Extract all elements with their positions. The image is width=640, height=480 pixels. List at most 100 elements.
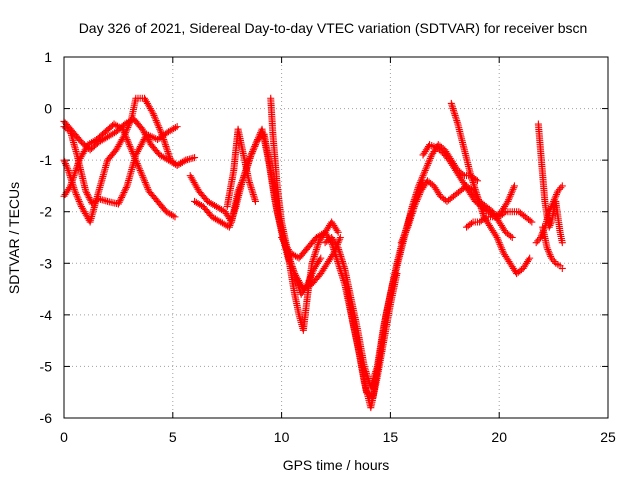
- data-point-marker: [537, 234, 545, 241]
- data-point-marker: [413, 197, 421, 205]
- data-point-marker: [122, 185, 130, 193]
- data-point-marker: [132, 156, 140, 164]
- data-point-marker: [160, 137, 168, 145]
- data-point-marker: [422, 165, 430, 173]
- data-point-marker: [508, 189, 516, 197]
- data-point-marker: [417, 177, 425, 185]
- data-point-marker: [505, 196, 513, 204]
- data-point-marker: [250, 144, 258, 152]
- data-point-marker: [124, 137, 132, 145]
- data-point-marker: [120, 188, 128, 196]
- x-axis-label: GPS time / hours: [283, 457, 390, 473]
- data-point-marker: [423, 163, 431, 171]
- data-point-marker: [71, 187, 79, 195]
- data-point-marker: [158, 130, 166, 138]
- data-point-marker: [336, 235, 344, 243]
- data-point-marker: [426, 156, 434, 164]
- data-point-marker: [161, 141, 169, 149]
- data-point-marker: [154, 120, 162, 128]
- data-point-marker: [336, 234, 344, 241]
- data-point-marker: [249, 146, 257, 154]
- data-point-marker: [543, 244, 551, 252]
- data-point-marker: [72, 191, 80, 199]
- data-point-marker: [140, 175, 148, 183]
- data-point-marker: [70, 172, 78, 180]
- data-point-marker: [403, 225, 411, 233]
- data-point-marker: [251, 142, 259, 150]
- data-point-marker: [557, 184, 565, 192]
- data-point-marker: [415, 191, 423, 199]
- data-point-marker: [82, 187, 90, 195]
- data-point-marker: [425, 158, 433, 166]
- data-point-marker: [550, 197, 558, 205]
- data-point-marker: [137, 168, 145, 176]
- data-point-marker: [508, 234, 516, 241]
- data-points: [60, 94, 566, 412]
- y-tick-label: -2: [40, 204, 53, 220]
- data-point-marker: [551, 194, 559, 202]
- data-point-marker: [420, 170, 428, 178]
- data-point-marker: [71, 170, 79, 178]
- data-point-marker: [414, 194, 422, 202]
- data-point-marker: [467, 219, 475, 227]
- data-point-marker: [398, 237, 406, 245]
- data-point-marker: [139, 173, 147, 181]
- data-point-marker: [126, 142, 134, 150]
- y-tick-label: 0: [44, 101, 52, 117]
- data-point-marker: [251, 197, 259, 205]
- data-point-marker: [128, 148, 136, 156]
- data-point-marker: [245, 156, 253, 164]
- data-point-marker: [481, 214, 489, 222]
- data-point-marker: [143, 182, 151, 190]
- axis-ticks: 0 5 10 15 20 25 -6 -5 -4 -3 -2 -1 0 1: [40, 49, 616, 445]
- data-point-marker: [156, 127, 164, 135]
- data-point-marker: [130, 151, 138, 159]
- data-point-marker: [173, 123, 181, 131]
- data-point-marker: [118, 192, 126, 200]
- data-point-marker: [547, 203, 555, 211]
- data-point-marker: [69, 173, 77, 181]
- data-point-marker: [118, 193, 126, 201]
- data-point-marker: [413, 196, 421, 204]
- data-point-marker: [317, 254, 325, 262]
- data-point-marker: [397, 239, 405, 247]
- data-point-marker: [74, 160, 82, 168]
- y-tick-label: -1: [40, 152, 53, 168]
- data-point-marker: [138, 170, 146, 178]
- data-point-marker: [122, 134, 130, 142]
- data-point-marker: [72, 189, 80, 197]
- data-point-marker: [333, 242, 341, 250]
- data-point-marker: [191, 154, 199, 162]
- data-point-marker: [131, 154, 139, 162]
- data-point-marker: [84, 192, 92, 200]
- data-point-marker: [75, 158, 83, 166]
- data-point-marker: [134, 161, 142, 169]
- data-point-marker: [500, 209, 508, 217]
- chart-title: Day 326 of 2021, Sidereal Day-to-day VTE…: [79, 20, 588, 36]
- data-point-marker: [525, 256, 533, 264]
- data-point-marker: [163, 146, 171, 154]
- grid-lines: [64, 57, 608, 418]
- data-point-marker: [72, 166, 80, 174]
- data-point-marker: [316, 256, 324, 264]
- data-point-marker: [61, 158, 69, 166]
- data-point-marker: [133, 158, 141, 166]
- data-point-marker: [122, 184, 130, 192]
- data-point-marker: [558, 264, 566, 272]
- data-point-marker: [411, 201, 419, 209]
- data-point-marker: [171, 124, 179, 132]
- data-point-marker: [123, 136, 131, 144]
- data-point-marker: [497, 244, 505, 252]
- data-point-marker: [67, 180, 75, 188]
- data-point-marker: [136, 166, 144, 174]
- data-point-marker: [135, 165, 143, 173]
- y-axis-label: SDTVAR / TECUs: [6, 182, 22, 294]
- data-point-marker: [497, 242, 505, 250]
- data-point-marker: [121, 187, 129, 195]
- data-point-marker: [71, 168, 79, 176]
- data-point-marker: [161, 139, 169, 147]
- data-point-marker: [532, 239, 540, 247]
- data-point-marker: [164, 149, 172, 157]
- data-point-marker: [410, 203, 418, 211]
